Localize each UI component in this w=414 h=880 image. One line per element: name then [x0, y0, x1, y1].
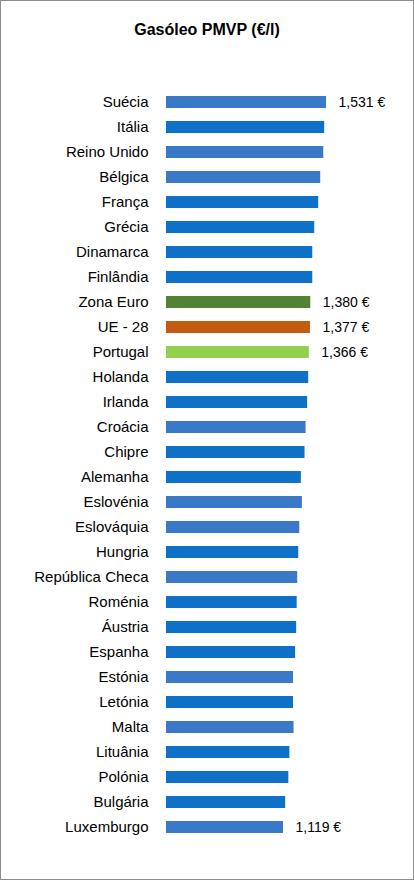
svg-text:1,366 €: 1,366 €: [321, 344, 368, 360]
svg-text:Bélgica: Bélgica: [99, 168, 149, 185]
svg-text:França: França: [102, 193, 149, 210]
svg-text:Hungria: Hungria: [96, 543, 149, 560]
svg-text:Dinamarca: Dinamarca: [76, 243, 149, 260]
svg-text:Reino Unido: Reino Unido: [66, 143, 149, 160]
svg-text:Polónia: Polónia: [98, 768, 149, 785]
svg-text:Malta: Malta: [112, 718, 149, 735]
svg-text:Bulgária: Bulgária: [93, 793, 149, 810]
svg-text:Estónia: Estónia: [98, 668, 149, 685]
svg-text:Chipre: Chipre: [104, 443, 148, 460]
svg-text:Letónia: Letónia: [99, 693, 149, 710]
svg-text:Holanda: Holanda: [93, 368, 150, 385]
svg-text:Croácia: Croácia: [97, 418, 149, 435]
svg-text:Finlândia: Finlândia: [88, 268, 150, 285]
svg-text:Roménia: Roménia: [88, 593, 149, 610]
svg-text:Lituânia: Lituânia: [96, 743, 149, 760]
svg-text:Eslovénia: Eslovénia: [83, 493, 149, 510]
svg-text:1,531 €: 1,531 €: [339, 94, 386, 110]
svg-text:1,380 €: 1,380 €: [323, 294, 370, 310]
svg-text:Suécia: Suécia: [103, 93, 150, 110]
svg-text:Luxemburgo: Luxemburgo: [65, 818, 148, 835]
svg-text:Portugal: Portugal: [93, 343, 149, 360]
svg-text:Grécia: Grécia: [104, 218, 149, 235]
svg-text:Itália: Itália: [117, 118, 149, 135]
svg-text:Alemanha: Alemanha: [81, 468, 149, 485]
svg-text:Espanha: Espanha: [89, 643, 149, 660]
svg-text:1,119 €: 1,119 €: [295, 819, 341, 835]
svg-text:1,377 €: 1,377 €: [322, 319, 369, 335]
svg-text:Irlanda: Irlanda: [103, 393, 150, 410]
svg-text:Zona Euro: Zona Euro: [78, 293, 148, 310]
html-text:Gasóleo PMVP (€/l): Gasóleo PMVP (€/l): [134, 21, 280, 38]
svg-text:República Checa: República Checa: [34, 568, 149, 585]
svg-text:Áustria: Áustria: [102, 618, 149, 635]
svg-text:UE - 28: UE - 28: [98, 318, 149, 335]
svg-text:Eslováquia: Eslováquia: [75, 518, 149, 535]
